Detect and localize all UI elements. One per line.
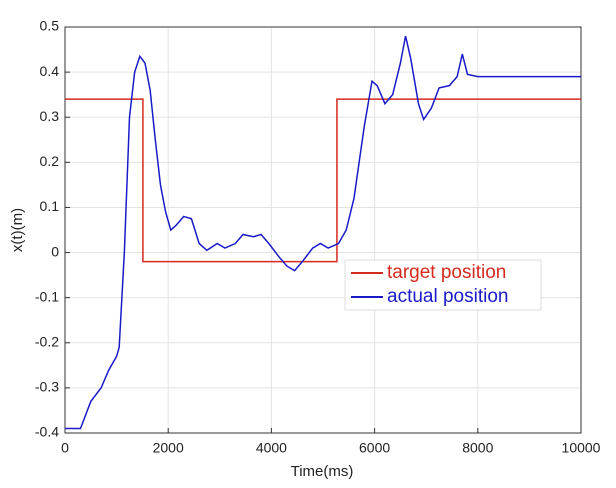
legend-label: actual position xyxy=(387,286,508,307)
y-tick-label: 0.2 xyxy=(40,153,60,169)
x-tick-label: 0 xyxy=(61,440,69,456)
x-tick-label: 2000 xyxy=(153,440,184,456)
y-tick-label: 0 xyxy=(51,243,59,259)
x-tick-label: 8000 xyxy=(462,440,493,456)
y-tick-label: 0.4 xyxy=(40,63,60,79)
y-tick-label: -0.1 xyxy=(35,288,59,304)
y-tick-label: -0.3 xyxy=(35,379,59,395)
y-tick-label: 0.5 xyxy=(40,18,60,34)
series-line xyxy=(65,98,581,263)
legend-box xyxy=(344,259,542,311)
x-tick-label: 6000 xyxy=(359,440,390,456)
y-axis-label: x(t)(m) xyxy=(9,208,26,252)
x-tick-label: 4000 xyxy=(256,440,287,456)
series-line xyxy=(65,35,581,430)
legend-label: target position xyxy=(387,262,506,283)
x-tick-label: 10000 xyxy=(562,440,601,456)
y-tick-label: 0.1 xyxy=(40,198,60,214)
plot-frame xyxy=(64,26,582,434)
y-tick-label: -0.4 xyxy=(35,424,59,440)
y-tick-label: 0.3 xyxy=(40,108,60,124)
x-axis-label: Time(ms) xyxy=(291,463,354,480)
y-tick-label: -0.2 xyxy=(35,333,59,349)
